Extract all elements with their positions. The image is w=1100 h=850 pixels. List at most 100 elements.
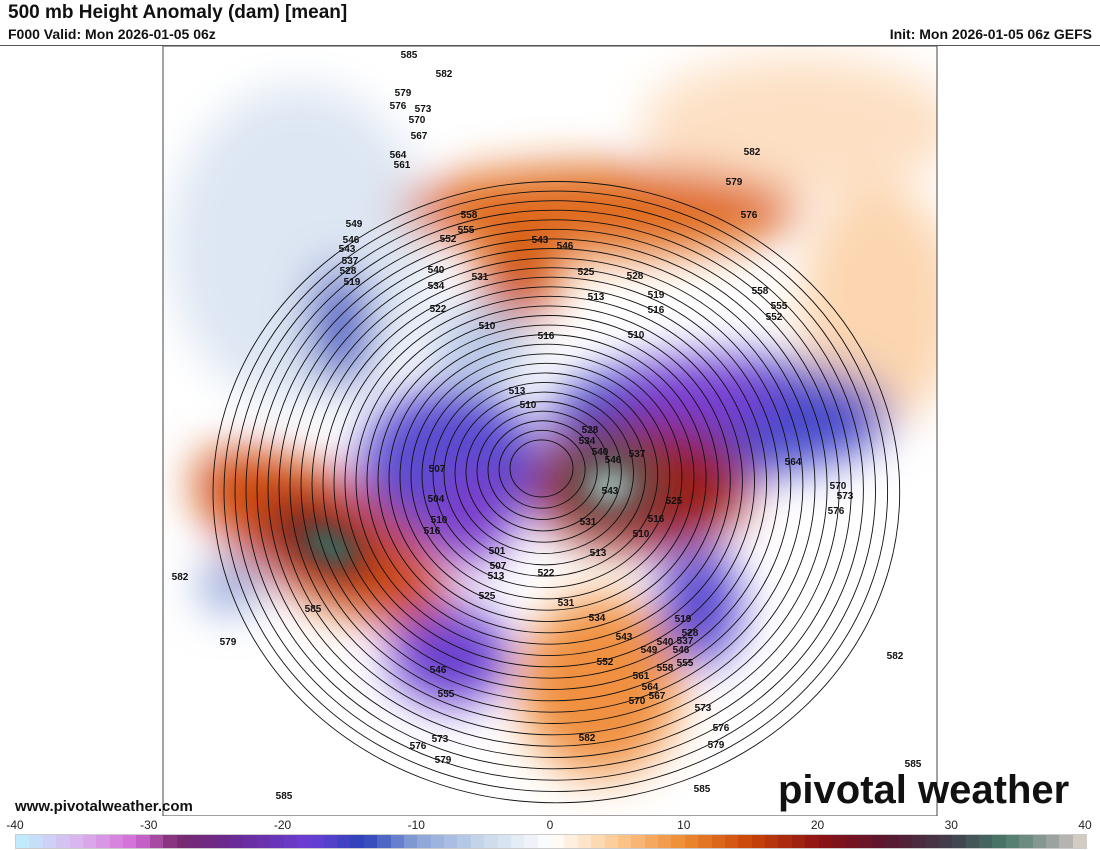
contour-line xyxy=(443,382,647,566)
contour-label: 528 xyxy=(581,425,599,436)
colorbar-cell xyxy=(938,835,953,848)
contour-line xyxy=(421,362,671,588)
contour-label: 552 xyxy=(596,657,614,668)
colorbar-cell xyxy=(738,835,752,848)
contour-label: 546 xyxy=(604,455,622,466)
colorbar-cell xyxy=(29,835,43,848)
contour-label: 504 xyxy=(427,494,445,505)
contour-label: 543 xyxy=(601,486,619,497)
contour-label: 507 xyxy=(428,464,446,475)
contour-label: 558 xyxy=(656,663,674,674)
colorbar-cell xyxy=(457,835,471,848)
contour-line xyxy=(432,372,659,577)
contour-line xyxy=(366,315,731,645)
contour-label: 528 xyxy=(339,266,357,277)
colorbar-cell xyxy=(82,835,97,848)
contour-line xyxy=(509,439,574,498)
contour-label: 585 xyxy=(304,604,322,615)
contour-label: 561 xyxy=(632,671,650,682)
colorbar-cell xyxy=(109,835,123,848)
colorbar-cell xyxy=(711,835,725,848)
contour-label: 564 xyxy=(641,682,659,693)
contour-label: 537 xyxy=(341,256,359,267)
colorbar-cell xyxy=(591,835,605,848)
colorbar-cell xyxy=(350,835,364,848)
contour-line xyxy=(311,267,792,702)
contour-label: 564 xyxy=(389,150,407,161)
height-contours xyxy=(212,181,901,804)
colorbar-cell xyxy=(684,835,699,848)
contour-label: 516 xyxy=(423,526,441,537)
contour-label: 585 xyxy=(400,50,418,61)
contour-label: 525 xyxy=(478,591,496,602)
colorbar-cell xyxy=(765,835,779,848)
colorbar-tick-label: 0 xyxy=(546,818,554,832)
contour-line xyxy=(344,295,755,668)
contour-line xyxy=(289,248,816,724)
colorbar-cell xyxy=(898,835,913,848)
contour-label: 543 xyxy=(531,235,549,246)
colorbar-cell xyxy=(992,835,1006,848)
colorbar-cell xyxy=(912,835,926,848)
colorbar-cell xyxy=(965,835,979,848)
colorbar-tick-label: -20 xyxy=(273,818,292,832)
colorbar-cell xyxy=(484,835,498,848)
contour-label: 549 xyxy=(345,219,363,230)
contour-label: 576 xyxy=(827,506,845,517)
contour-label: 567 xyxy=(410,131,428,142)
colorbar-cell xyxy=(805,835,819,848)
contour-line xyxy=(322,276,780,690)
colorbar-cell xyxy=(698,835,712,848)
contour-label: 564 xyxy=(784,457,802,468)
contour-label: 546 xyxy=(672,645,690,656)
contour-label: 579 xyxy=(434,755,452,766)
contour-label: 579 xyxy=(707,740,725,751)
colorbar-cell xyxy=(16,835,30,848)
contour-label: 570 xyxy=(628,696,646,707)
contour-label: 510 xyxy=(430,515,448,526)
colorbar-cell xyxy=(1005,835,1020,848)
contour-label: 507 xyxy=(489,561,507,572)
contour-label: 546 xyxy=(429,665,447,676)
contour-label: 570 xyxy=(829,481,847,492)
contour-label: 513 xyxy=(487,571,505,582)
colorbar-cell xyxy=(631,835,645,848)
contour-label: 519 xyxy=(343,277,361,288)
colorbar-tick-label: 40 xyxy=(1078,818,1092,832)
contour-label: 525 xyxy=(577,267,595,278)
contour-label: 519 xyxy=(647,290,665,301)
contour-line xyxy=(234,200,876,781)
contour-label: 549 xyxy=(640,645,658,656)
contour-label: 582 xyxy=(743,147,761,158)
contour-line xyxy=(498,429,586,509)
contour-label: 570 xyxy=(408,115,426,126)
contour-line xyxy=(410,353,683,600)
contour-label: 573 xyxy=(431,734,449,745)
contour-label: 546 xyxy=(556,241,574,252)
init-time: Init: Mon 2026-01-05 06z GEFS xyxy=(889,26,1092,42)
colorbar-cell xyxy=(845,835,859,848)
contour-label: 555 xyxy=(457,225,475,236)
contour-label: 582 xyxy=(578,733,596,744)
contour-label: 510 xyxy=(478,321,496,332)
colorbar xyxy=(15,834,1087,849)
colorbar-cell xyxy=(243,835,257,848)
contour-line xyxy=(388,334,707,622)
contour-label: 558 xyxy=(460,210,478,221)
contour-line xyxy=(333,286,768,679)
contour-label: 501 xyxy=(488,546,506,557)
colorbar-cell xyxy=(791,835,806,848)
contour-line xyxy=(256,219,852,758)
website-text: www.pivotalweather.com xyxy=(15,798,193,815)
contour-label: 573 xyxy=(414,104,432,115)
colorbar-cell xyxy=(510,835,525,848)
contour-label: 552 xyxy=(439,234,457,245)
colorbar-cell xyxy=(497,835,511,848)
height-anomaly-map xyxy=(162,46,938,816)
colorbar-cell xyxy=(189,835,204,848)
contour-label: 582 xyxy=(171,572,189,583)
colorbar-cell xyxy=(751,835,765,848)
colorbar-tick-label: 30 xyxy=(944,818,958,832)
colorbar-cell xyxy=(818,835,832,848)
colorbar-cell xyxy=(979,835,993,848)
